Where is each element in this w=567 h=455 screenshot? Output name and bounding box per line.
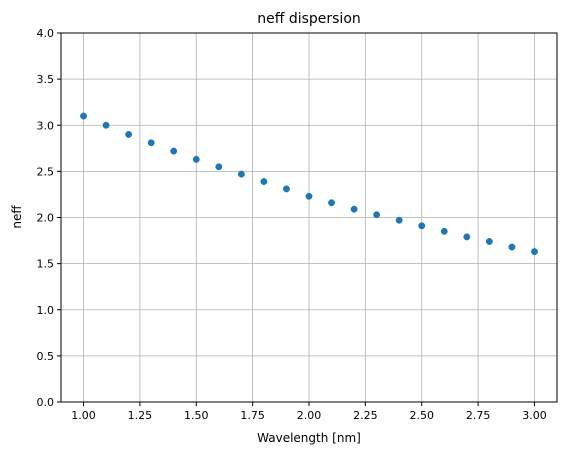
- y-axis-label: neff: [10, 205, 24, 229]
- x-tick-label: 2.25: [353, 409, 378, 422]
- data-point: [463, 233, 471, 241]
- data-point: [485, 238, 493, 245]
- data-point: [80, 112, 87, 120]
- x-tick-label: 1.25: [128, 409, 153, 422]
- ticks-layer: 1.00 1.25 1.50 1.75 2.00 2.25 2.50 2.75 3.00 0.0 0…: [37, 27, 547, 422]
- y-tick-label: 3.5: [37, 73, 55, 86]
- y-tick-label: 0.0: [37, 396, 55, 409]
- data-point: [395, 216, 403, 224]
- x-tick-label: 2.00: [297, 409, 322, 422]
- x-tick-label: 1.00: [71, 409, 96, 422]
- y-tick-label: 1.0: [37, 304, 55, 317]
- grid-layer: [61, 32, 557, 403]
- data-point: [125, 131, 133, 138]
- y-tick-label: 2.5: [37, 165, 55, 178]
- x-tick-label: 2.50: [409, 409, 434, 422]
- x-tick-label: 3.00: [522, 409, 547, 422]
- data-point: [147, 139, 155, 147]
- data-point: [170, 147, 178, 155]
- data-point: [260, 178, 268, 185]
- data-point: [215, 163, 223, 171]
- y-tick-label: 3.0: [37, 119, 55, 132]
- data-point: [102, 121, 110, 129]
- points-layer: [80, 112, 538, 256]
- data-point: [328, 199, 335, 207]
- data-point: [508, 243, 516, 251]
- y-tick-label: 2.0: [37, 212, 55, 225]
- data-point: [237, 170, 245, 178]
- x-tick-label: 1.75: [240, 409, 265, 422]
- x-tick-label: 2.75: [466, 409, 491, 422]
- x-tick-label: 1.50: [184, 409, 209, 422]
- data-point: [531, 248, 538, 256]
- data-point: [305, 192, 313, 200]
- chart-title: neff dispersion: [257, 11, 361, 27]
- data-point: [192, 155, 200, 163]
- data-point: [440, 227, 448, 235]
- data-point: [350, 205, 358, 213]
- data-point: [283, 185, 290, 193]
- y-tick-label: 1.5: [37, 258, 55, 271]
- x-axis-label: Wavelength [nm]: [257, 431, 361, 445]
- data-point: [373, 211, 381, 219]
- y-tick-label: 4.0: [37, 27, 55, 40]
- data-point: [418, 222, 426, 230]
- y-tick-label: 0.5: [37, 350, 55, 363]
